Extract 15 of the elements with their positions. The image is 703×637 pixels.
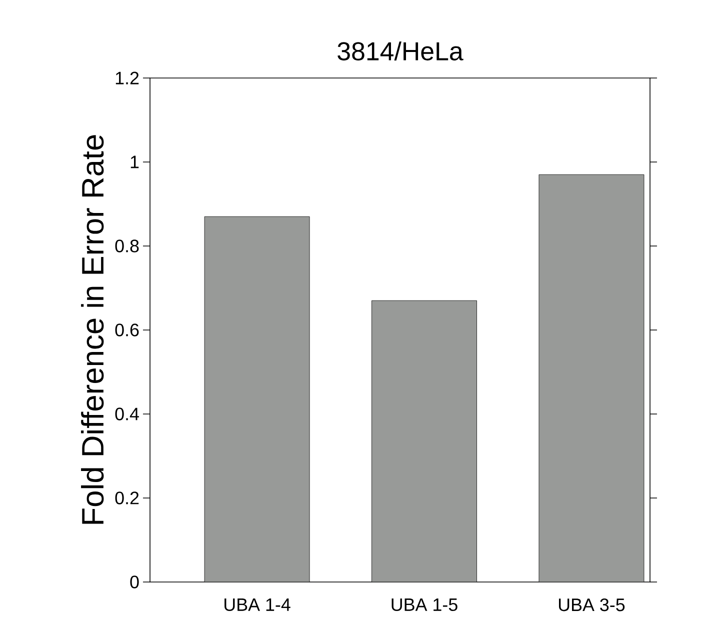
y-tick-label: 1 — [130, 156, 139, 168]
y-tick-label: 1.2 — [116, 72, 139, 84]
bar — [538, 174, 644, 582]
bar — [372, 300, 477, 582]
y-tick-label: 0.8 — [115, 240, 139, 252]
x-tick-label: UBA 1-4 — [224, 598, 290, 612]
y-tick-label: 0 — [130, 576, 139, 588]
x-tick-label: UBA 3-5 — [558, 598, 625, 612]
bar — [204, 216, 310, 582]
chart-title: 3814/HeLa — [338, 41, 464, 60]
y-axis-title: Fold Difference in Error Rate — [81, 135, 104, 524]
x-tick-label: UBA 1-5 — [392, 598, 458, 612]
y-tick-label: 0.2 — [115, 492, 139, 504]
y-tick-label: 0.6 — [115, 324, 139, 336]
y-tick-label: 0.4 — [115, 408, 139, 420]
